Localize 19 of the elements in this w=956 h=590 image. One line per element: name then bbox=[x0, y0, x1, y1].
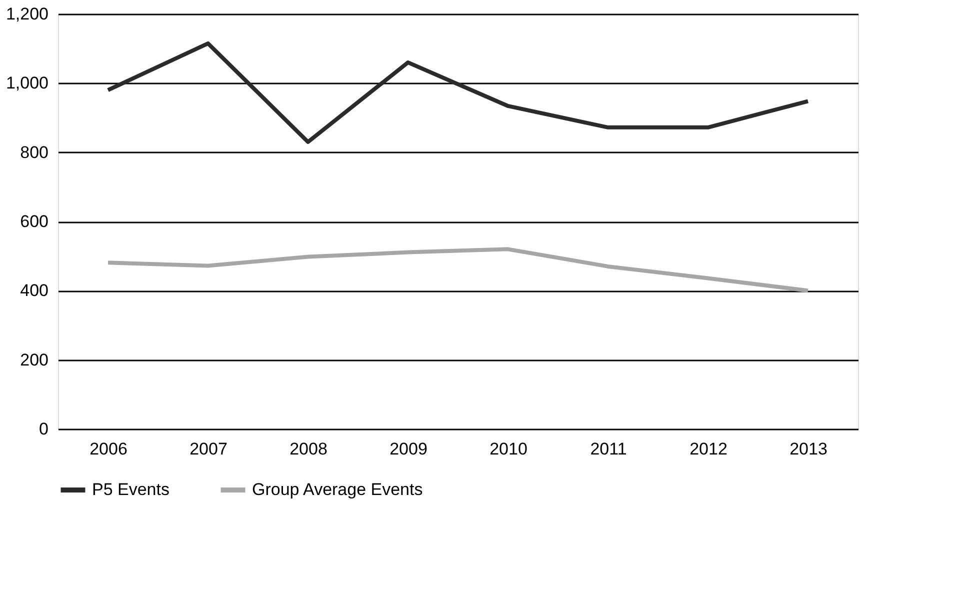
legend-label: P5 Events bbox=[92, 480, 170, 499]
x-tick-label: 2012 bbox=[690, 440, 728, 458]
line-series bbox=[106, 41, 810, 144]
y-tick-label: 800 bbox=[20, 142, 48, 162]
x-tick-label: 2013 bbox=[790, 440, 828, 458]
line-series bbox=[106, 247, 810, 293]
x-tick-label: 2008 bbox=[290, 440, 328, 458]
x-tick-label: 2011 bbox=[590, 440, 627, 458]
x-tick-label: 2006 bbox=[90, 440, 128, 458]
y-tick-label: 600 bbox=[20, 212, 48, 231]
x-tick-label: 2007 bbox=[190, 440, 228, 458]
legend-label: Group Average Events bbox=[252, 480, 423, 499]
y-tick-label: 0 bbox=[39, 420, 48, 438]
y-tick-label: 400 bbox=[20, 281, 48, 300]
y-tick-label: 1,200 bbox=[6, 4, 48, 24]
y-tick-label: 200 bbox=[20, 350, 48, 370]
x-tick-label: 2010 bbox=[490, 440, 528, 458]
y-tick-label: 1,000 bbox=[6, 74, 48, 93]
x-tick-label: 2009 bbox=[390, 440, 428, 458]
